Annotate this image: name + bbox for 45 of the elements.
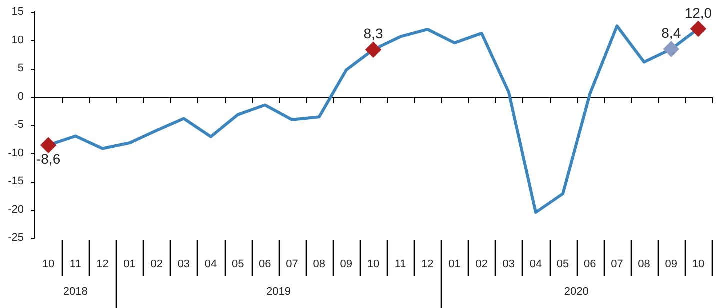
x-tick-label: 12	[96, 258, 109, 271]
data-label: -8,6	[36, 151, 61, 168]
data-label: 8,3	[364, 26, 384, 42]
y-tick-label: 0	[18, 90, 24, 103]
point	[41, 138, 56, 153]
x-tick-label: 04	[204, 258, 218, 271]
text: 2020	[564, 286, 589, 298]
x-tick-label: 12	[422, 258, 434, 271]
x-tick-label: 03	[178, 258, 190, 271]
text: 2019	[266, 286, 291, 298]
x-tick-label: 04	[530, 258, 542, 271]
data-label: 12,0	[684, 4, 712, 21]
x-tick-label: 11	[70, 258, 82, 271]
y-tick-label: -20	[8, 204, 24, 216]
x-tick-label: 10	[367, 258, 380, 271]
point	[664, 42, 679, 57]
x-tick-label: 06	[584, 258, 596, 271]
y-tick-label: -15	[8, 176, 24, 188]
x-tick-label: 11	[394, 258, 406, 271]
x-tick-label: 07	[286, 258, 298, 271]
y-tick-label: -10	[8, 147, 24, 160]
y-tick-label: -5	[14, 119, 24, 132]
point	[690, 21, 706, 36]
x-tick-label: 02	[150, 258, 163, 271]
y-tick-label: 5	[18, 62, 24, 75]
x-tick-label: 08	[313, 258, 326, 271]
x-tick-label: 10	[692, 258, 705, 271]
x-tick-label: 01	[124, 258, 136, 271]
y-tick-label: 10	[12, 34, 24, 46]
x-tick-label: 09	[340, 258, 353, 271]
data-label: 8,4	[662, 25, 682, 42]
y-tick-label: -25	[8, 232, 24, 244]
x-tick-label: 02	[476, 258, 488, 271]
x-tick-label: 06	[259, 258, 272, 271]
text: 2018	[63, 286, 88, 298]
x-tick-label: 09	[665, 258, 678, 271]
x-tick-label: 03	[502, 258, 516, 271]
y-tick-label: 15	[12, 6, 24, 18]
x-tick-label: 07	[611, 258, 624, 271]
point	[366, 42, 381, 58]
x-tick-label: 10	[42, 258, 55, 271]
x-tick-label: 08	[638, 258, 650, 271]
x-tick-label: 05	[232, 258, 244, 271]
x-tick-label: 01	[448, 258, 461, 271]
x-tick-label: 05	[556, 258, 570, 271]
